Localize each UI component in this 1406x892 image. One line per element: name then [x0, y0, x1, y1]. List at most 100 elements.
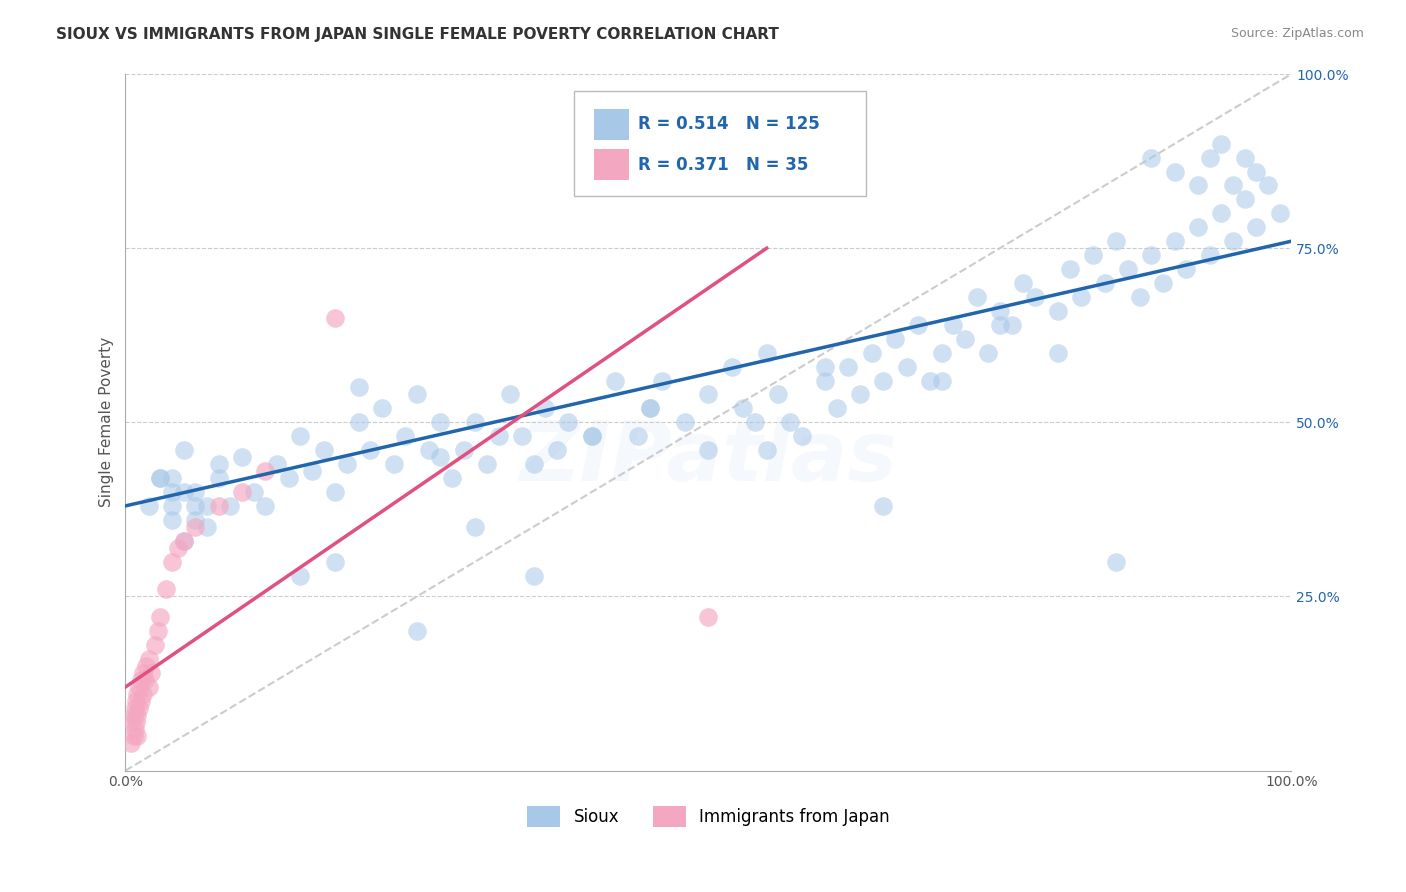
Point: [896, 359, 918, 374]
Text: SIOUX VS IMMIGRANTS FROM JAPAN SINGLE FEMALE POVERTY CORRELATION CHART: SIOUX VS IMMIGRANTS FROM JAPAN SINGLE FE…: [56, 27, 779, 42]
Point: [290, 568, 312, 582]
Point: [755, 443, 778, 458]
Point: [195, 499, 218, 513]
Point: [138, 680, 160, 694]
Point: [1105, 234, 1128, 248]
Bar: [595, 109, 628, 140]
Point: [522, 568, 544, 582]
Point: [1152, 276, 1174, 290]
Point: [1257, 178, 1279, 193]
Point: [418, 443, 440, 458]
Point: [1070, 290, 1092, 304]
Point: [312, 443, 335, 458]
Point: [347, 415, 370, 429]
Point: [907, 318, 929, 332]
Point: [1268, 206, 1291, 220]
Point: [135, 659, 157, 673]
Point: [125, 714, 148, 729]
Point: [382, 457, 405, 471]
Point: [522, 457, 544, 471]
Point: [1187, 220, 1209, 235]
Point: [697, 610, 720, 624]
Point: [124, 722, 146, 736]
Point: [143, 638, 166, 652]
Point: [605, 374, 627, 388]
Point: [173, 443, 195, 458]
Point: [242, 485, 264, 500]
Point: [290, 429, 312, 443]
Point: [371, 401, 394, 416]
Point: [132, 687, 155, 701]
Point: [1094, 276, 1116, 290]
Point: [336, 457, 359, 471]
Point: [160, 499, 183, 513]
Point: [429, 450, 451, 464]
Point: [464, 415, 486, 429]
Bar: [595, 149, 628, 180]
Point: [139, 666, 162, 681]
Point: [1246, 220, 1268, 235]
Point: [128, 701, 150, 715]
Point: [872, 374, 894, 388]
Point: [988, 303, 1011, 318]
Point: [160, 513, 183, 527]
Point: [1164, 234, 1187, 248]
Point: [1211, 206, 1233, 220]
Point: [837, 359, 859, 374]
Point: [1081, 248, 1104, 262]
Point: [1187, 178, 1209, 193]
Point: [124, 701, 146, 715]
Point: [120, 714, 142, 729]
Point: [127, 707, 149, 722]
Point: [1059, 262, 1081, 277]
Point: [1140, 151, 1163, 165]
Point: [488, 429, 510, 443]
Point: [1246, 164, 1268, 178]
Point: [1164, 164, 1187, 178]
Point: [149, 471, 172, 485]
Point: [931, 345, 953, 359]
Text: R = 0.371   N = 35: R = 0.371 N = 35: [638, 155, 808, 174]
Point: [1047, 303, 1070, 318]
Point: [208, 471, 231, 485]
Point: [1140, 248, 1163, 262]
Point: [406, 624, 429, 639]
Point: [1024, 290, 1046, 304]
Point: [231, 485, 253, 500]
Point: [266, 457, 288, 471]
Point: [638, 401, 661, 416]
Point: [1129, 290, 1152, 304]
Point: [499, 387, 522, 401]
Point: [1198, 248, 1220, 262]
Point: [814, 359, 837, 374]
Point: [323, 555, 346, 569]
Point: [988, 318, 1011, 332]
Point: [546, 443, 568, 458]
Point: [931, 374, 953, 388]
Point: [884, 332, 907, 346]
Point: [160, 485, 183, 500]
Point: [464, 520, 486, 534]
Point: [138, 499, 160, 513]
Point: [977, 345, 1000, 359]
Point: [1116, 262, 1139, 277]
Point: [132, 666, 155, 681]
Point: [184, 485, 207, 500]
Point: [129, 694, 152, 708]
Point: [173, 533, 195, 548]
Point: [1233, 193, 1256, 207]
Point: [651, 374, 673, 388]
Point: [581, 429, 603, 443]
Point: [768, 387, 790, 401]
Point: [155, 582, 177, 597]
Point: [127, 687, 149, 701]
Point: [1105, 555, 1128, 569]
Point: [160, 555, 183, 569]
Point: [323, 485, 346, 500]
Point: [208, 457, 231, 471]
Point: [254, 499, 277, 513]
Point: [453, 443, 475, 458]
Point: [475, 457, 498, 471]
Point: [184, 520, 207, 534]
Point: [394, 429, 416, 443]
